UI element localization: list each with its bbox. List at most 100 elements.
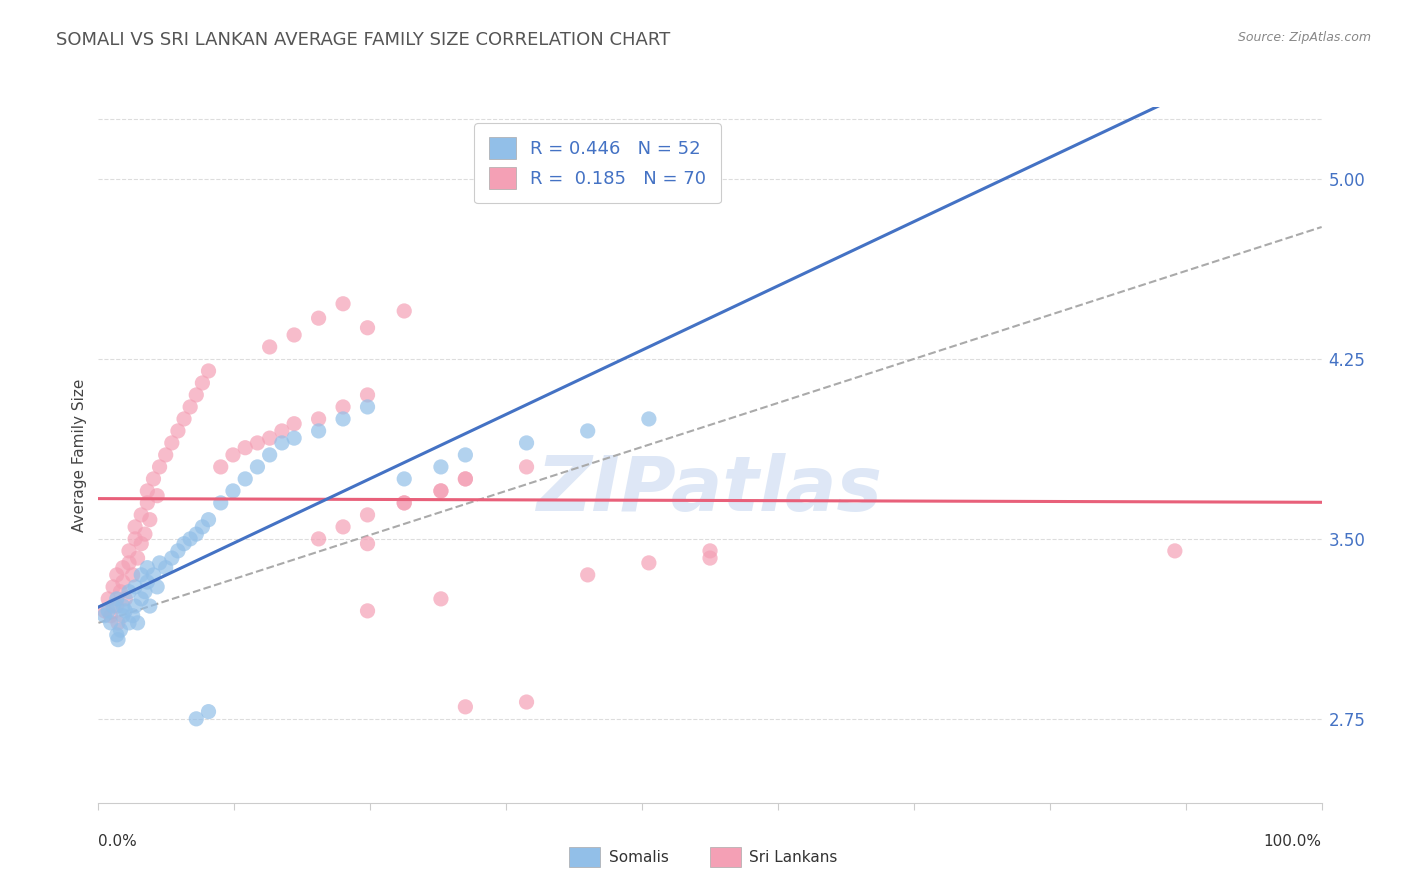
Point — [515, 436, 537, 450]
Point — [118, 544, 141, 558]
Point — [107, 632, 129, 647]
Bar — [569, 847, 600, 867]
Point — [283, 328, 305, 343]
Point — [136, 483, 159, 498]
Point — [136, 496, 159, 510]
Point — [356, 400, 378, 414]
Point — [197, 513, 219, 527]
Text: Sri Lankans: Sri Lankans — [749, 850, 838, 864]
Point — [308, 424, 330, 438]
Point — [111, 560, 134, 574]
Point — [129, 591, 152, 606]
Point — [97, 591, 120, 606]
Point — [111, 608, 134, 623]
Point — [173, 412, 195, 426]
Point — [111, 575, 134, 590]
Point — [332, 520, 354, 534]
Point — [392, 472, 416, 486]
Point — [699, 544, 721, 558]
Point — [121, 608, 143, 623]
Point — [308, 532, 330, 546]
Point — [246, 459, 269, 474]
Point — [118, 584, 141, 599]
Point — [638, 412, 661, 426]
Text: 0.0%: 0.0% — [98, 834, 138, 849]
Point — [149, 556, 172, 570]
Point — [97, 604, 120, 618]
Point — [155, 448, 177, 462]
Point — [100, 608, 122, 623]
Point — [209, 496, 232, 510]
Point — [332, 400, 354, 414]
Text: Somalis: Somalis — [609, 850, 669, 864]
Point — [142, 567, 165, 582]
Point — [129, 537, 152, 551]
Point — [430, 459, 453, 474]
Point — [155, 560, 177, 574]
Point — [124, 520, 146, 534]
Point — [186, 388, 208, 402]
Bar — [710, 847, 741, 867]
Point — [308, 412, 330, 426]
Point — [186, 527, 208, 541]
Point — [454, 472, 477, 486]
Point — [124, 532, 146, 546]
Point — [101, 599, 124, 613]
Point — [114, 604, 136, 618]
Point — [270, 424, 294, 438]
Point — [515, 459, 537, 474]
Point — [222, 448, 245, 462]
Point — [105, 628, 128, 642]
Point — [93, 608, 115, 623]
Point — [149, 459, 172, 474]
Point — [332, 297, 354, 311]
Point — [430, 483, 453, 498]
Point — [173, 537, 195, 551]
Point — [259, 448, 281, 462]
Point — [356, 537, 378, 551]
Point — [191, 376, 214, 390]
Point — [454, 699, 477, 714]
Legend: R = 0.446   N = 52, R =  0.185   N = 70: R = 0.446 N = 52, R = 0.185 N = 70 — [474, 123, 721, 203]
Point — [576, 424, 599, 438]
Point — [222, 483, 245, 498]
Point — [356, 508, 378, 522]
Point — [332, 412, 354, 426]
Point — [129, 508, 152, 522]
Point — [146, 580, 169, 594]
Point — [121, 567, 143, 582]
Point — [638, 556, 661, 570]
Point — [134, 584, 156, 599]
Point — [308, 311, 330, 326]
Point — [233, 472, 256, 486]
Point — [160, 436, 183, 450]
Point — [191, 520, 214, 534]
Point — [110, 623, 132, 637]
Point — [107, 615, 129, 630]
Point — [101, 580, 124, 594]
Point — [356, 604, 378, 618]
Point — [356, 320, 378, 334]
Y-axis label: Average Family Size: Average Family Size — [72, 378, 87, 532]
Point — [259, 340, 281, 354]
Point — [118, 615, 141, 630]
Point — [146, 489, 169, 503]
Point — [392, 304, 416, 318]
Point — [105, 567, 128, 582]
Point — [259, 431, 281, 445]
Point — [270, 436, 294, 450]
Point — [167, 424, 190, 438]
Point — [105, 599, 128, 613]
Point — [392, 496, 416, 510]
Point — [160, 551, 183, 566]
Point — [197, 705, 219, 719]
Point — [430, 591, 453, 606]
Point — [233, 441, 256, 455]
Point — [197, 364, 219, 378]
Text: Source: ZipAtlas.com: Source: ZipAtlas.com — [1237, 31, 1371, 45]
Point — [179, 400, 201, 414]
Point — [246, 436, 269, 450]
Point — [136, 575, 159, 590]
Point — [134, 527, 156, 541]
Point — [179, 532, 201, 546]
